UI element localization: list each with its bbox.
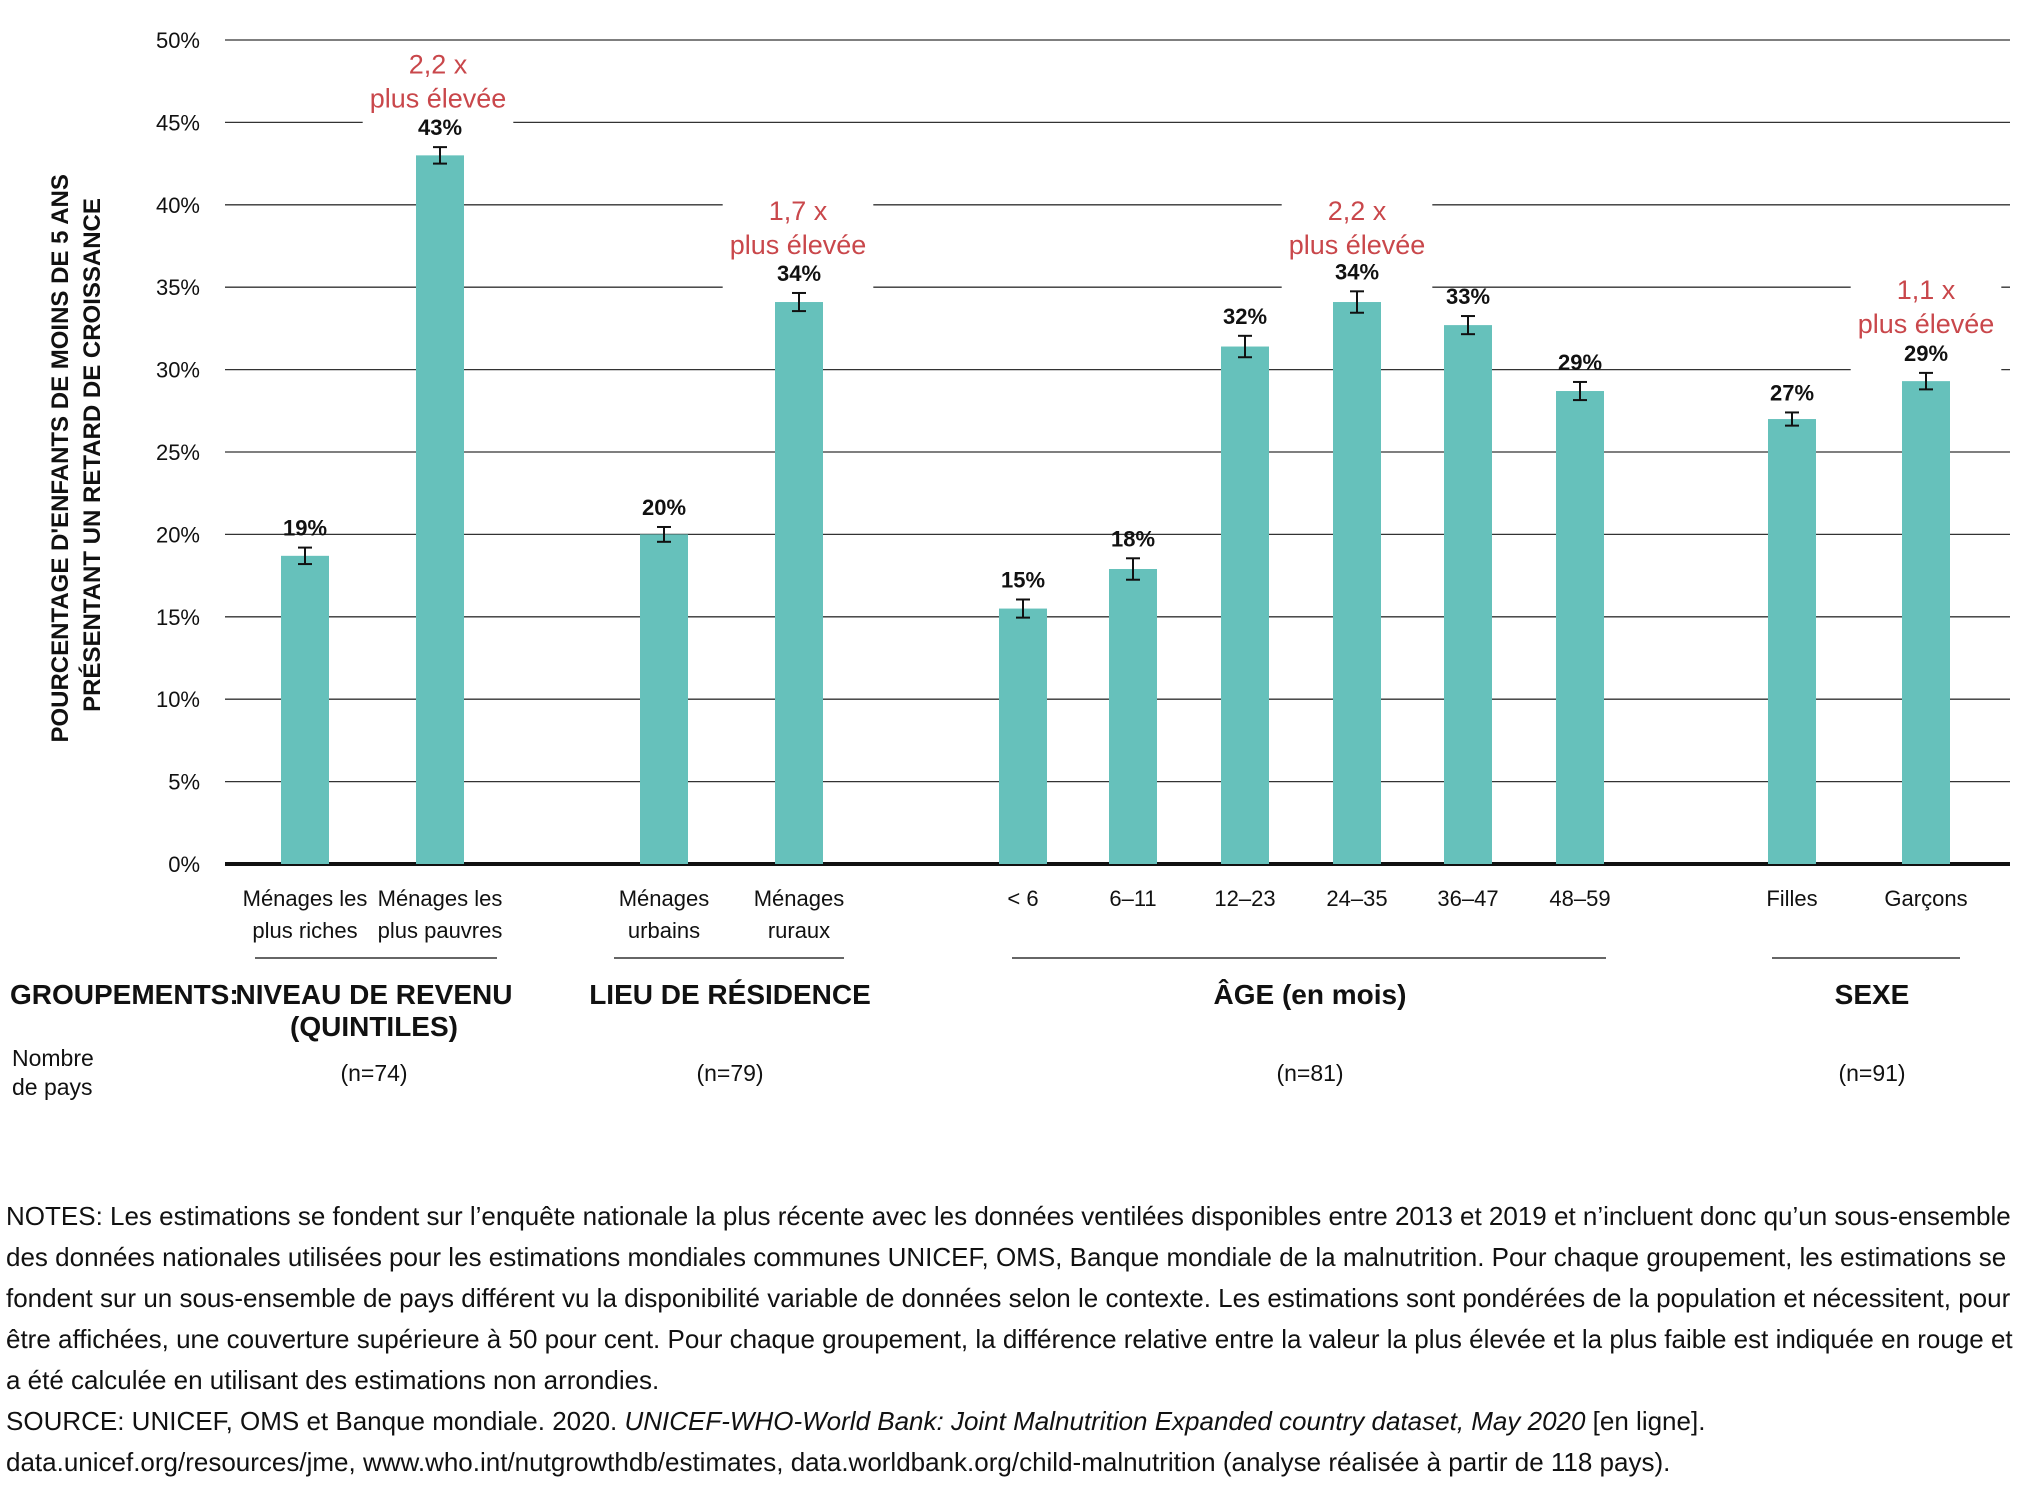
category-label: 12–23: [1214, 886, 1275, 911]
bar: [416, 155, 464, 865]
ratio-annotation-value: 1,7 x: [769, 196, 828, 226]
bar-value-label: 29%: [1904, 341, 1948, 366]
bars: [281, 146, 1950, 865]
group-country-count: (n=79): [696, 1060, 763, 1086]
group-name: NIVEAU DE REVENU (QUINTILES): [236, 979, 513, 1042]
group-country-count: (n=91): [1838, 1060, 1905, 1086]
category-label: Filles: [1766, 886, 1817, 911]
group-country-count: (n=81): [1276, 1060, 1343, 1086]
ratio-annotation-value: 2,2 x: [1328, 196, 1387, 226]
bar: [1902, 381, 1950, 864]
bar-value-label: 20%: [642, 495, 686, 520]
category-label: Garçons: [1884, 886, 1967, 911]
category-label: 6–11: [1109, 886, 1156, 911]
ratio-annotation-text: plus élevée: [1289, 230, 1426, 260]
gridlines: [225, 39, 2010, 866]
y-axis-label-line-1: POURCENTAGE D'ENFANTS DE MOINS DE 5 ANS: [47, 174, 74, 742]
bar-value-label: 27%: [1770, 380, 1814, 405]
bar: [1444, 325, 1492, 864]
labels: 19% Ménages les plus riches 43% Ménages les p…: [236, 49, 1995, 1086]
bar: [1556, 391, 1604, 864]
category-label: Ménages les plus riches: [243, 886, 368, 943]
y-axis-label-line-2: PRÉSENTANT UN RETARD DE CROISSANCE: [78, 198, 106, 712]
notes-text: NOTES: Les estimations se fondent sur l’…: [6, 1201, 2013, 1395]
bar-value-label: 29%: [1558, 350, 1602, 375]
bar: [1109, 569, 1157, 864]
group-name: ÂGE (en mois): [1214, 979, 1407, 1010]
stunting-bar-chart: 0% 5% 10% 15% 20% 25% 30% 35% 40% 45% 50% 19% Ménag…: [10, 28, 2010, 1100]
group-name: LIEU DE RÉSIDENCE: [589, 979, 871, 1010]
y-tick-label: 15%: [156, 605, 200, 630]
bar-value-label: 33%: [1446, 284, 1490, 309]
bar: [1333, 302, 1381, 865]
y-tick-label: 50%: [156, 28, 200, 53]
groupements-label: GROUPEMENTS:: [10, 979, 239, 1010]
bar: [999, 608, 1047, 864]
category-label: 48–59: [1549, 886, 1610, 911]
source-urls: data.unicef.org/resources/jme, www.who.i…: [6, 1447, 1671, 1477]
ratio-annotation-mask: [722, 190, 874, 308]
y-axis-label: POURCENTAGE D'ENFANTS DE MOINS DE 5 ANS …: [47, 167, 106, 742]
bar-value-label: 32%: [1223, 304, 1267, 329]
bar: [281, 555, 329, 864]
ratio-annotation-mask: [362, 43, 514, 143]
bar: [640, 534, 688, 864]
y-tick-label: 25%: [156, 440, 200, 465]
nombre-de-pays-label: Nombre de pays: [12, 1045, 100, 1100]
ratio-annotation-mask: [1281, 190, 1433, 308]
bar: [1221, 346, 1269, 864]
category-label: Ménages urbains: [619, 886, 710, 943]
ratio-annotation-text: plus élevée: [370, 83, 507, 113]
ratio-annotation-text: plus élevée: [730, 230, 867, 260]
group-name: SEXE: [1835, 979, 1910, 1010]
y-tick-label: 0%: [168, 852, 200, 877]
category-label: Ménages les plus pauvres: [378, 886, 503, 943]
ratio-annotation-value: 2,2 x: [409, 49, 468, 79]
source-text: SOURCE: UNICEF, OMS et Banque mondiale. …: [6, 1406, 1706, 1436]
bar-value-label: 34%: [777, 261, 821, 286]
y-axis-ticks: 0% 5% 10% 15% 20% 25% 30% 35% 40% 45% 50%: [156, 28, 200, 877]
ratio-annotation-value: 1,1 x: [1897, 275, 1956, 305]
bar-value-label: 15%: [1001, 567, 1045, 592]
notes-section: NOTES: Les estimations se fondent sur l’…: [6, 1196, 2014, 1483]
bar: [775, 302, 823, 865]
y-tick-label: 10%: [156, 687, 200, 712]
category-label: Ménages ruraux: [754, 886, 845, 943]
group-country-count: (n=74): [340, 1060, 407, 1086]
source-title: UNICEF-WHO-World Bank: Joint Malnutritio…: [624, 1406, 1586, 1436]
y-tick-label: 30%: [156, 358, 200, 383]
y-tick-label: 45%: [156, 110, 200, 135]
bar-value-label: 34%: [1335, 259, 1379, 284]
ratio-annotation-text: plus élevée: [1858, 309, 1995, 339]
category-label: < 6: [1007, 886, 1038, 911]
bar-value-label: 18%: [1111, 526, 1155, 551]
y-tick-label: 20%: [156, 522, 200, 547]
ratio-annotation-mask: [1850, 269, 2002, 390]
bar-value-label: 19%: [283, 516, 327, 541]
y-tick-label: 40%: [156, 193, 200, 218]
bar-value-label: 43%: [418, 115, 462, 140]
bar: [1768, 419, 1816, 864]
category-label: 24–35: [1326, 886, 1387, 911]
y-tick-label: 35%: [156, 275, 200, 300]
y-tick-label: 5%: [168, 770, 200, 795]
category-label: 36–47: [1437, 886, 1498, 911]
